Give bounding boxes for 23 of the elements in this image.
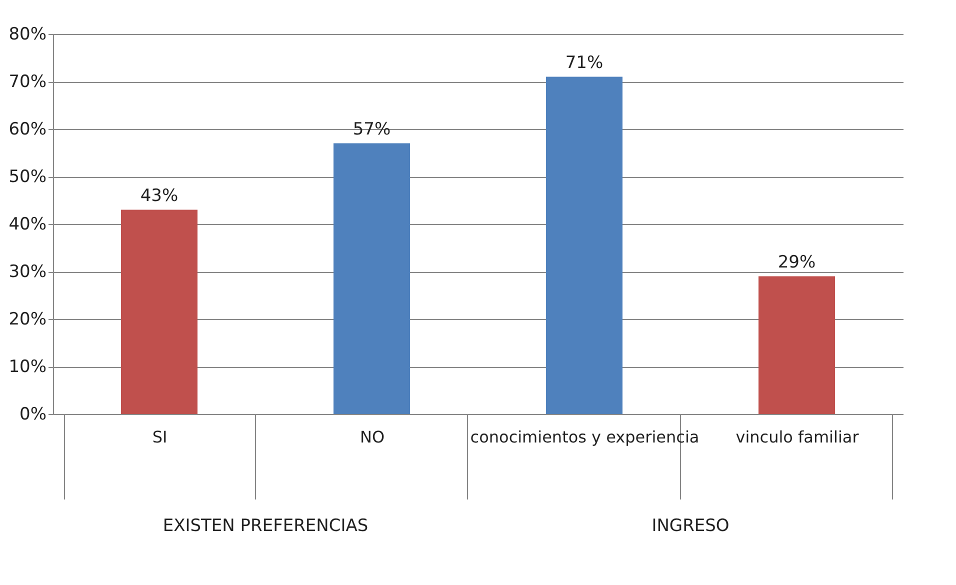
bar — [758, 276, 835, 414]
x-tick-label: vinculo familiar — [736, 428, 860, 446]
text: EXISTEN PREFERENCIAS — [162, 516, 368, 536]
y-tick-label: 50% — [8, 167, 46, 187]
y-tick-label: 40% — [8, 214, 46, 234]
data-label: 43% — [140, 186, 178, 206]
y-tick-label: 10% — [8, 357, 46, 377]
data-label: 71% — [565, 52, 604, 73]
bar — [546, 76, 622, 414]
x-tick-label: conocimientos y experiencia — [470, 428, 700, 446]
bar — [121, 210, 198, 414]
y-tick-label: 30% — [8, 262, 46, 282]
y-tick-label: 70% — [8, 72, 46, 92]
data-label: 57% — [352, 119, 391, 140]
y-tick-label: 20% — [8, 310, 46, 330]
x-tick-label: NO — [360, 428, 385, 446]
data-label: 29% — [778, 252, 816, 272]
y-tick-label: 80% — [8, 24, 46, 44]
text: INGRESO — [652, 516, 730, 536]
bar — [334, 143, 410, 414]
y-tick-label: 0% — [20, 404, 46, 424]
y-tick-label: 60% — [8, 120, 46, 140]
x-tick-label: SI — [152, 428, 168, 446]
